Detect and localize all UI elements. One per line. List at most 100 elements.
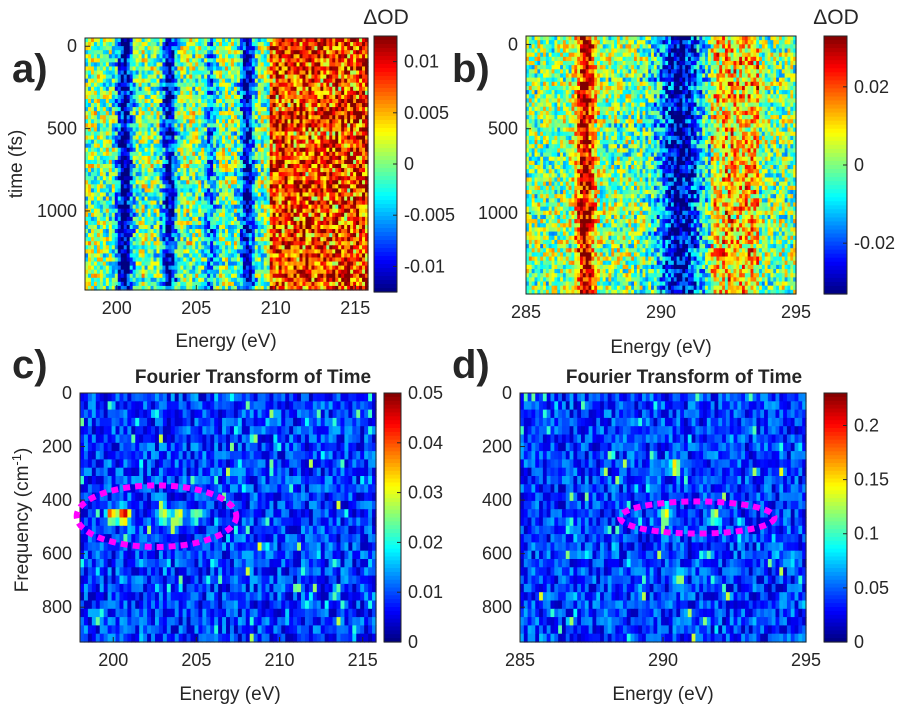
heatmap-cell	[275, 107, 280, 112]
heatmap-cell	[90, 98, 95, 104]
heatmap-cell	[96, 98, 101, 104]
heatmap-cell	[317, 58, 321, 63]
heatmap-cell	[192, 82, 196, 88]
heatmap-cell	[216, 66, 220, 72]
heatmap-cell	[177, 111, 181, 116]
heatmap-cell	[111, 74, 116, 80]
heatmap-cell	[90, 86, 95, 92]
heatmap-cell	[156, 127, 161, 133]
heatmap-cell	[153, 74, 158, 80]
heatmap-cell	[87, 54, 92, 59]
heatmap-cell	[350, 111, 354, 116]
heatmap-cell	[195, 98, 199, 104]
heatmap-cell	[85, 66, 89, 72]
heatmap-cell	[317, 103, 321, 108]
heatmap-cell	[230, 38, 235, 43]
heatmap-cell	[248, 62, 253, 68]
heatmap-cell	[105, 62, 110, 68]
heatmap-cell	[102, 86, 107, 92]
heatmap-cell	[323, 50, 327, 55]
heatmap-cell	[180, 46, 184, 51]
heatmap-cell	[120, 86, 125, 92]
heatmap-cell	[150, 90, 155, 96]
heatmap-cell	[99, 46, 104, 51]
heatmap-cell	[251, 82, 256, 88]
heatmap-cell	[114, 98, 119, 104]
heatmap-cell	[362, 70, 366, 76]
heatmap-cell	[305, 38, 310, 43]
heatmap-cell	[141, 94, 146, 100]
heatmap-cell	[135, 82, 140, 88]
heatmap-cell	[266, 58, 271, 63]
heatmap-cell	[177, 119, 181, 124]
heatmap-cell	[335, 78, 339, 84]
heatmap-cell	[153, 98, 158, 104]
heatmap-cell	[359, 98, 363, 104]
heatmap-cell	[284, 111, 289, 116]
heatmap-cell	[314, 46, 318, 51]
heatmap-cell	[365, 38, 369, 43]
heatmap-cell	[195, 74, 199, 80]
heatmap-cell	[251, 123, 256, 129]
heatmap-cell	[195, 66, 199, 72]
heatmap-cell	[207, 98, 211, 104]
heatmap-cell	[242, 46, 247, 51]
heatmap-cell	[90, 90, 95, 96]
heatmap-cell	[165, 107, 170, 112]
heatmap-cell	[174, 123, 178, 129]
heatmap-cell	[189, 54, 193, 59]
heatmap-cell	[251, 58, 256, 63]
heatmap-cell	[332, 115, 336, 120]
heatmap-cell	[129, 62, 134, 68]
heatmap-cell	[311, 115, 315, 120]
heatmap-cell	[153, 58, 158, 63]
heatmap-cell	[126, 127, 131, 133]
heatmap-cell	[314, 115, 318, 120]
heatmap-cell	[275, 103, 280, 108]
heatmap-cell	[296, 38, 301, 43]
heatmap-cell	[153, 54, 158, 59]
heatmap-cell	[129, 46, 134, 51]
heatmap-cell	[189, 119, 193, 124]
heatmap-cell	[132, 86, 137, 92]
heatmap-cell	[138, 58, 143, 63]
heatmap-cell	[278, 82, 283, 88]
heatmap-cell	[311, 38, 315, 43]
heatmap-cell	[117, 90, 122, 96]
heatmap-cell	[347, 119, 351, 124]
heatmap-cell	[254, 90, 259, 96]
heatmap-cell	[117, 107, 122, 112]
heatmap-cell	[156, 111, 161, 116]
heatmap-cell	[222, 123, 226, 129]
heatmap-cell	[290, 78, 295, 84]
heatmap-cell	[287, 46, 292, 51]
heatmap-cell	[141, 119, 146, 124]
heatmap-cell	[216, 46, 220, 51]
heatmap-cell	[156, 86, 161, 92]
heatmap-cell	[353, 78, 357, 84]
heatmap-cell	[183, 90, 187, 96]
heatmap-cell	[210, 38, 214, 43]
heatmap-cell	[269, 62, 274, 68]
heatmap-cell	[162, 62, 167, 68]
heatmap-cell	[233, 119, 238, 124]
heatmap-cell	[132, 46, 137, 51]
heatmap-cell	[311, 54, 315, 59]
heatmap-cell	[338, 74, 342, 80]
heatmap-cell	[117, 86, 122, 92]
heatmap-cell	[290, 98, 295, 104]
heatmap-cell	[180, 82, 184, 88]
heatmap-cell	[338, 111, 342, 116]
heatmap-cell	[216, 50, 220, 55]
heatmap-cell	[227, 42, 232, 47]
heatmap-cell	[225, 98, 229, 104]
heatmap-cell	[120, 123, 125, 129]
heatmap-cell	[239, 70, 244, 76]
heatmap-cell	[233, 74, 238, 80]
heatmap-cell	[251, 98, 256, 104]
heatmap-cell	[302, 115, 307, 120]
heatmap-cell	[341, 107, 345, 112]
heatmap-cell	[183, 119, 187, 124]
heatmap-cell	[335, 54, 339, 59]
heatmap-cell	[260, 74, 265, 80]
